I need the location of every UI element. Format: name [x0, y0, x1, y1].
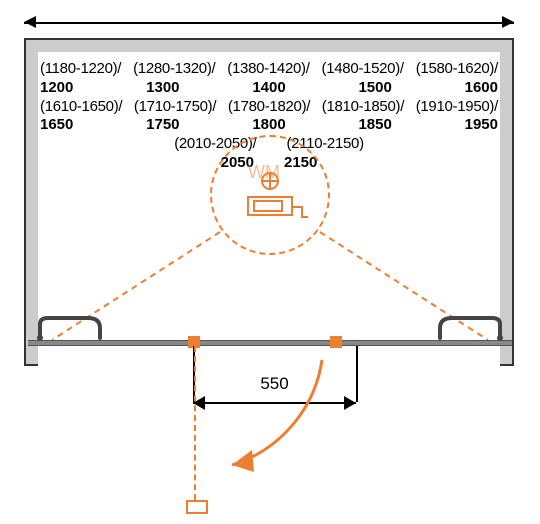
bracket-left	[36, 310, 106, 342]
cabinet-top	[24, 38, 514, 52]
size-row-2-ranges: (1610-1650)/ (1710-1750)/ (1780-1820)/ (…	[38, 98, 500, 117]
bracket-icon	[36, 310, 106, 342]
size-row-1-values: 1200 1300 1400 1500 1600	[38, 79, 500, 98]
swing-arrow-icon	[202, 350, 362, 510]
detail-magnifier	[210, 135, 330, 255]
magnifier-detail-icon	[212, 137, 328, 253]
size-row-1-ranges: (1180-1220)/ (1280-1320)/ (1380-1420)/ (…	[38, 60, 500, 79]
door-swing-arc	[202, 350, 362, 510]
door-stopper-right	[330, 336, 342, 348]
door-open-line	[194, 346, 198, 510]
overall-width-dimension	[24, 16, 514, 28]
size-row-2-values: 1650 1750 1800 1850 1950	[38, 116, 500, 135]
bracket-right	[434, 310, 504, 342]
watermark: WM	[248, 162, 280, 183]
bracket-icon	[434, 310, 504, 342]
technical-drawing: (1180-1220)/ (1280-1320)/ (1380-1420)/ (…	[0, 0, 540, 524]
